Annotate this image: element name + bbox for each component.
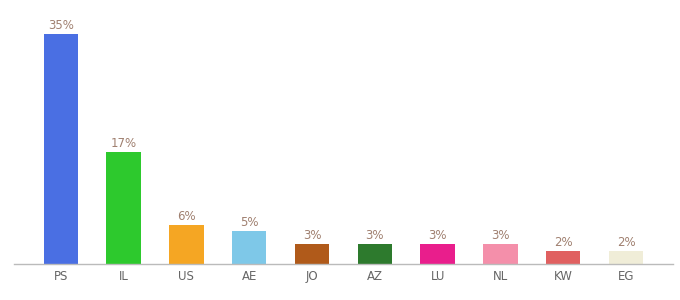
Text: 35%: 35% bbox=[48, 19, 74, 32]
Text: 2%: 2% bbox=[554, 236, 573, 249]
Bar bbox=[546, 251, 581, 264]
Text: 6%: 6% bbox=[177, 210, 196, 223]
Text: 3%: 3% bbox=[366, 229, 384, 242]
Text: 5%: 5% bbox=[240, 216, 258, 229]
Bar bbox=[169, 225, 204, 264]
Bar bbox=[609, 251, 643, 264]
Bar bbox=[44, 34, 78, 264]
Bar bbox=[420, 244, 455, 264]
Text: 3%: 3% bbox=[491, 229, 509, 242]
Text: 3%: 3% bbox=[428, 229, 447, 242]
Bar bbox=[358, 244, 392, 264]
Bar bbox=[294, 244, 329, 264]
Bar bbox=[106, 152, 141, 264]
Text: 17%: 17% bbox=[111, 137, 137, 150]
Text: 2%: 2% bbox=[617, 236, 635, 249]
Text: 3%: 3% bbox=[303, 229, 321, 242]
Bar bbox=[483, 244, 517, 264]
Bar bbox=[232, 231, 267, 264]
